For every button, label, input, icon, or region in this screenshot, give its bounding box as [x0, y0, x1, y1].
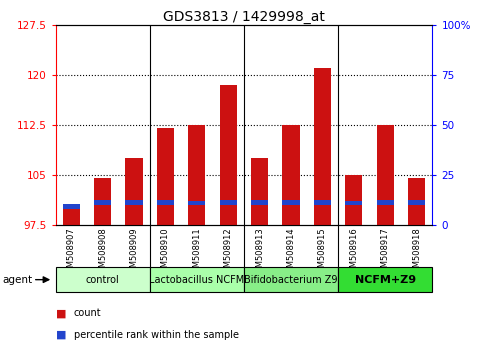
- Bar: [63, 207, 80, 225]
- Bar: [377, 200, 394, 205]
- Text: NCFM+Z9: NCFM+Z9: [355, 275, 416, 285]
- Bar: [126, 158, 142, 225]
- Text: GSM508915: GSM508915: [318, 227, 327, 278]
- Bar: [63, 204, 80, 210]
- Bar: [188, 125, 205, 225]
- Bar: [314, 200, 331, 205]
- Text: GSM508911: GSM508911: [192, 227, 201, 278]
- Bar: [220, 85, 237, 225]
- Text: GSM508912: GSM508912: [224, 227, 233, 278]
- Text: GSM508918: GSM508918: [412, 227, 421, 278]
- Bar: [408, 178, 425, 225]
- Title: GDS3813 / 1429998_at: GDS3813 / 1429998_at: [163, 10, 325, 24]
- Text: percentile rank within the sample: percentile rank within the sample: [74, 330, 239, 339]
- Bar: [283, 200, 299, 205]
- Text: Lactobacillus NCFM: Lactobacillus NCFM: [149, 275, 244, 285]
- Bar: [345, 201, 362, 205]
- Bar: [188, 201, 205, 205]
- Text: GSM508916: GSM508916: [349, 227, 358, 278]
- Bar: [408, 200, 425, 205]
- FancyBboxPatch shape: [338, 267, 432, 292]
- Bar: [220, 200, 237, 205]
- FancyBboxPatch shape: [56, 267, 150, 292]
- Text: agent: agent: [2, 275, 32, 285]
- Text: GSM508910: GSM508910: [161, 227, 170, 278]
- Bar: [94, 200, 111, 205]
- Bar: [251, 200, 268, 205]
- Bar: [314, 68, 331, 225]
- Bar: [283, 125, 299, 225]
- FancyBboxPatch shape: [244, 267, 338, 292]
- Text: GSM508907: GSM508907: [67, 227, 76, 278]
- Text: GSM508914: GSM508914: [286, 227, 296, 278]
- Text: GSM508913: GSM508913: [255, 227, 264, 278]
- Text: GSM508908: GSM508908: [98, 227, 107, 278]
- Text: GSM508909: GSM508909: [129, 227, 139, 278]
- Text: control: control: [86, 275, 119, 285]
- Text: ■: ■: [56, 308, 66, 318]
- Bar: [126, 200, 142, 205]
- Bar: [377, 125, 394, 225]
- Bar: [345, 175, 362, 225]
- Bar: [251, 158, 268, 225]
- Bar: [157, 200, 174, 205]
- Text: GSM508917: GSM508917: [381, 227, 390, 278]
- Text: Bifidobacterium Z9: Bifidobacterium Z9: [244, 275, 338, 285]
- Text: count: count: [74, 308, 101, 318]
- Bar: [157, 128, 174, 225]
- FancyBboxPatch shape: [150, 267, 244, 292]
- Bar: [94, 178, 111, 225]
- Text: ■: ■: [56, 330, 66, 339]
